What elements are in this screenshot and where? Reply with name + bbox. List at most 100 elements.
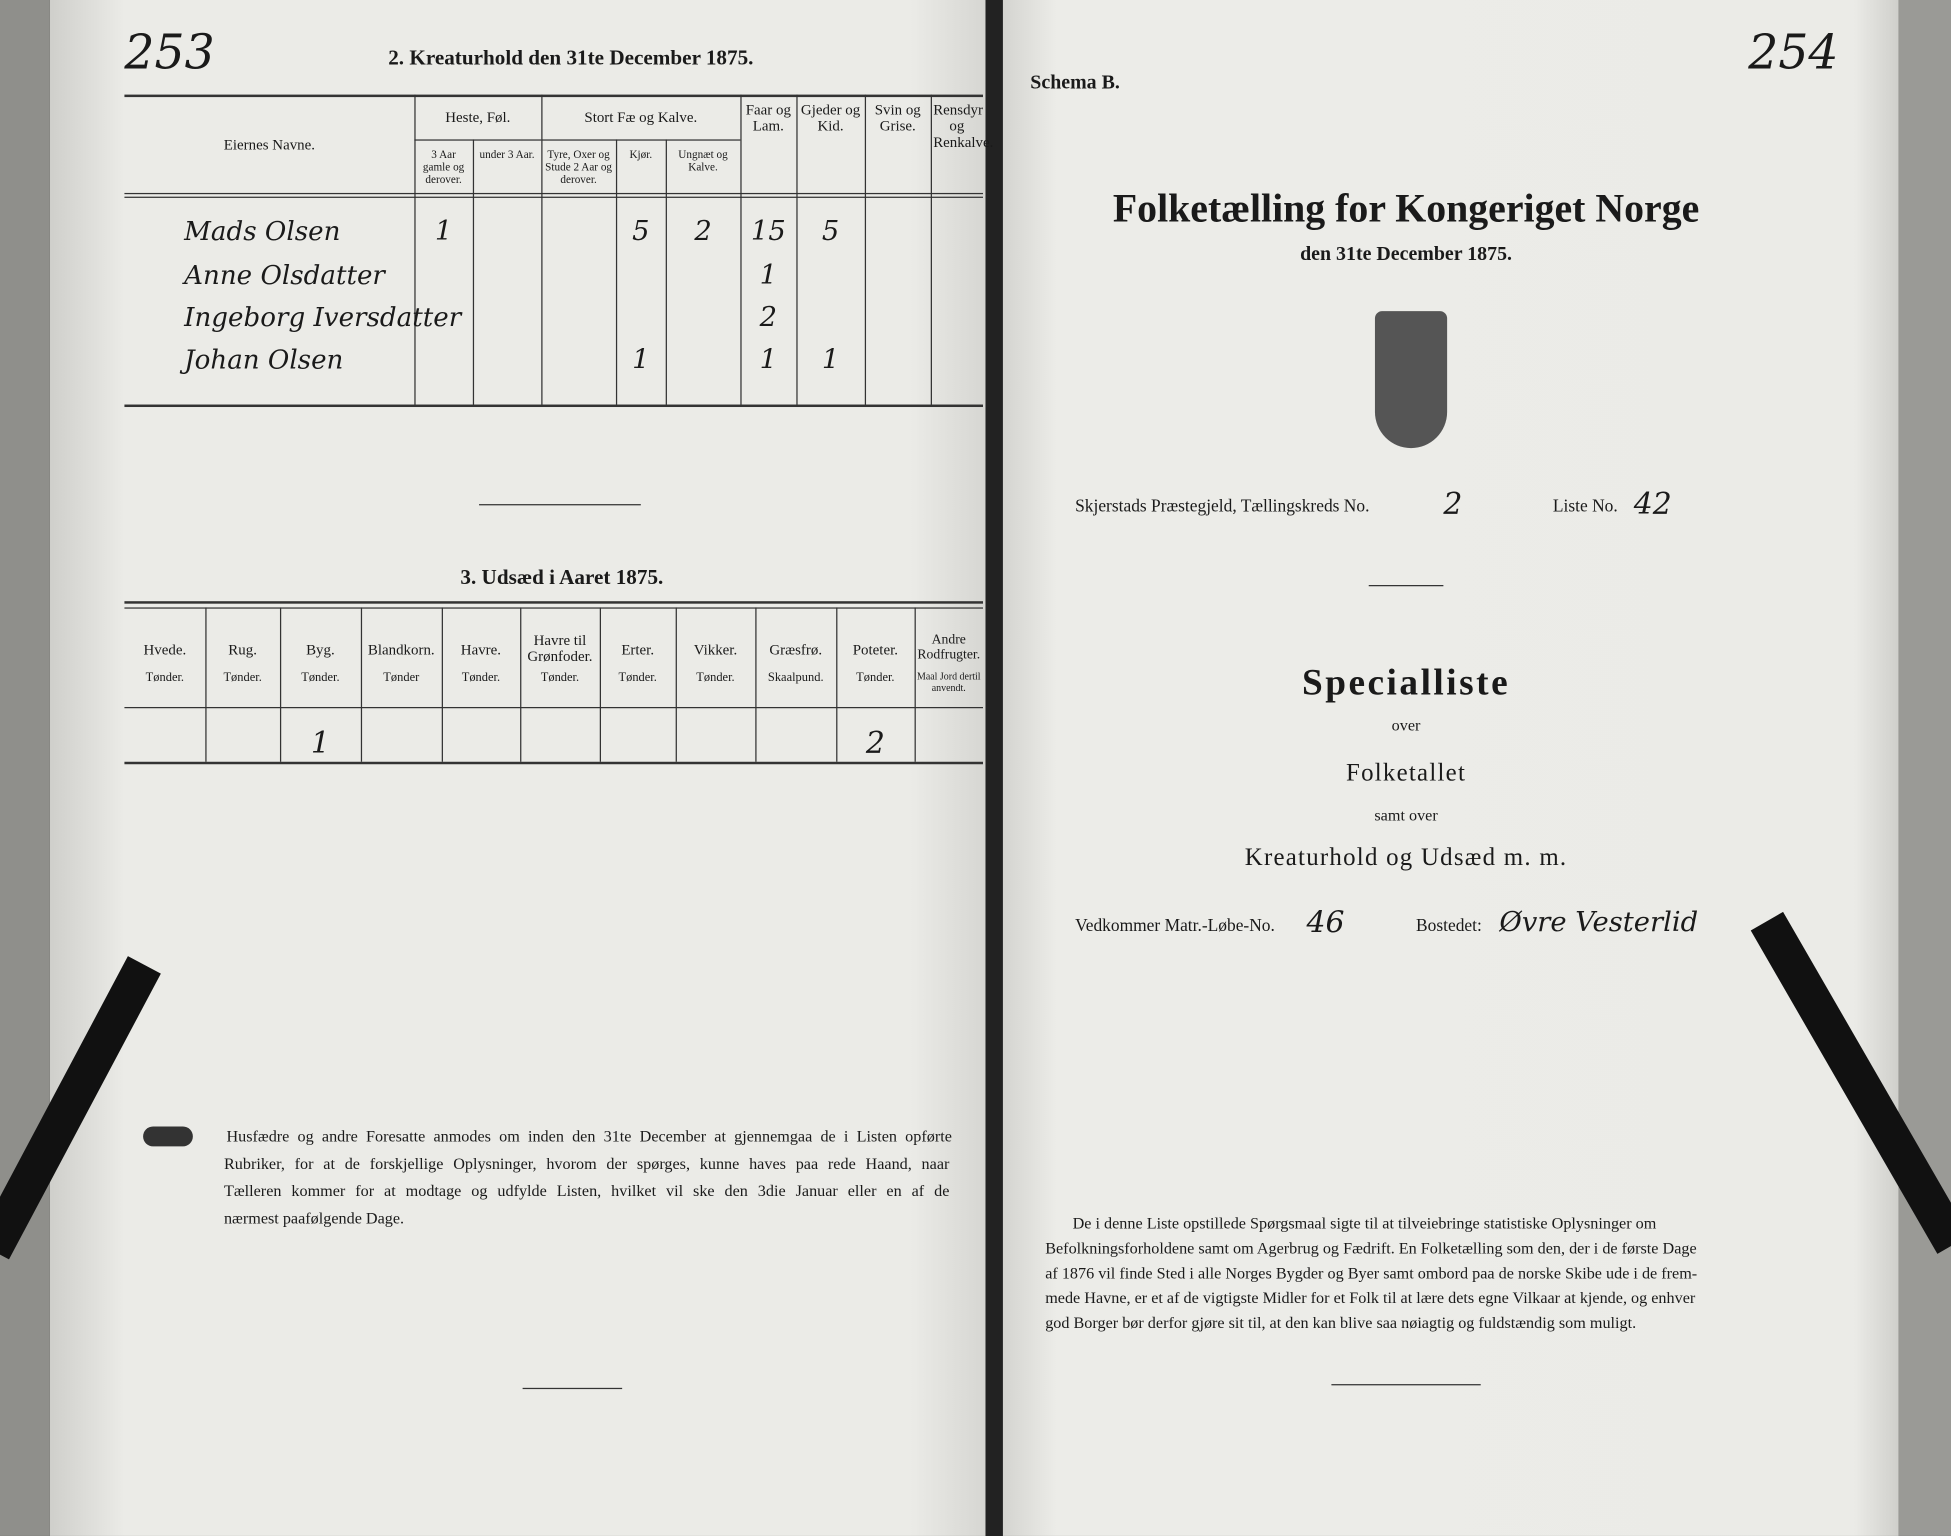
rule-line — [520, 607, 522, 762]
unit-label: Skaalpund. — [767, 670, 824, 685]
rule-line — [665, 139, 667, 405]
list-number: 42 — [1633, 486, 1672, 522]
paragraph-line: mede Havne, er et af de vigtigste Midler… — [1045, 1288, 1696, 1307]
column-header: Rensdyr og Renkalve. — [933, 100, 994, 152]
page-number: 254 — [1748, 24, 1839, 80]
column-header: Byg. — [306, 641, 335, 659]
rule-line — [599, 607, 601, 762]
page-edges — [1898, 0, 1951, 1536]
column-header: Eiernes Navne. — [223, 135, 316, 154]
unit-label: Tønder. — [540, 670, 580, 685]
owner-name: Ingeborg Iversdatter — [184, 302, 462, 333]
cell-value: 1 — [310, 725, 330, 761]
column-header: under 3 Aar. — [479, 148, 535, 161]
cell-value: 1 — [632, 344, 650, 376]
page-edges — [0, 0, 50, 1536]
parish-label: Skjerstads Præstegjeld, Tællingskreds No… — [1075, 497, 1370, 517]
notice-line: Husfædre og andre Foresatte anmodes om i… — [226, 1126, 952, 1146]
bosted-value: Øvre Vesterlid — [1499, 907, 1699, 939]
rule-line — [124, 192, 983, 195]
rule-line — [124, 404, 983, 408]
rule-line — [740, 94, 742, 405]
cell-value: 2 — [694, 216, 712, 248]
unit-label: Tønder — [383, 670, 420, 685]
column-header: Rug. — [228, 641, 257, 659]
bosted-label: Bostedet: — [1416, 917, 1482, 937]
group-header: Heste, Føl. — [445, 108, 511, 126]
notice-line: nærmest paafølgende Dage. — [223, 1208, 405, 1228]
rule-line — [930, 94, 932, 405]
column-header: Faar og Lam. — [745, 100, 791, 135]
rule-line — [541, 139, 741, 141]
column-header: Kjør. — [629, 148, 653, 161]
column-header: Havre. — [460, 641, 502, 659]
cell-value: 1 — [759, 260, 778, 292]
rule-line — [796, 94, 798, 405]
rule-line — [1331, 1384, 1481, 1386]
column-header: Gjeder og Kid. — [800, 100, 861, 135]
subtitle: Folketallet — [1345, 759, 1467, 787]
subtitle: Specialliste — [1301, 662, 1511, 704]
page-number: 253 — [124, 24, 215, 80]
rule-line — [124, 761, 983, 765]
rule-line — [472, 139, 475, 405]
matr-number: 46 — [1306, 904, 1345, 940]
section-title: 2. Kreaturhold den 31te December 1875. — [388, 46, 754, 70]
owner-name: Mads Olsen — [184, 216, 341, 247]
rule-line — [441, 607, 443, 762]
column-header: Græsfrø. — [769, 641, 823, 659]
rule-line — [124, 706, 983, 709]
left-page — [49, 0, 986, 1536]
paragraph-line: De i denne Liste opstillede Spørgsmaal s… — [1072, 1213, 1657, 1233]
district-number: 2 — [1443, 486, 1463, 522]
cell-value: 2 — [759, 302, 778, 334]
unit-label: Tønder. — [856, 670, 895, 685]
notice-line: Rubriker, for at de forskjellige Oplysni… — [223, 1153, 950, 1173]
cell-value: 5 — [821, 216, 840, 248]
section-title: 3. Udsæd i Aaret 1875. — [460, 565, 664, 589]
column-header: 3 Aar gamle og derover. — [422, 148, 465, 186]
rule-line — [522, 1387, 623, 1390]
rule-line — [479, 504, 641, 506]
paragraph-line: Befolkningsforholdene samt om Agerbrug o… — [1045, 1238, 1697, 1258]
rule-line — [124, 196, 983, 198]
rule-line — [205, 607, 207, 762]
column-header: Blandkorn. — [367, 641, 435, 659]
column-header: Hvede. — [143, 641, 187, 659]
list-label: Liste No. — [1552, 497, 1618, 517]
paragraph-line: af 1876 vil finde Sted i alle Norges Byg… — [1045, 1263, 1698, 1283]
cell-value: 5 — [632, 216, 650, 248]
unit-label: Tønder. — [145, 670, 185, 685]
rule-line — [414, 139, 542, 141]
rule-line — [414, 94, 416, 405]
subtitle-small: samt over — [1374, 805, 1438, 824]
unit-label: Tønder. — [223, 670, 262, 685]
document-date: den 31te December 1875. — [1300, 243, 1513, 266]
unit-label: Tønder. — [461, 670, 501, 685]
column-header: Poteter. — [852, 641, 898, 659]
cell-value: 1 — [434, 216, 453, 248]
schema-label: Schema B. — [1030, 72, 1120, 94]
rule-line — [836, 607, 838, 762]
cell-value: 1 — [759, 344, 778, 376]
owner-name: Anne Olsdatter — [184, 260, 385, 291]
document-title: Folketælling for Kongeriget Norge — [1112, 185, 1700, 231]
paragraph-line: god Borger bør derfor gjøre sit til, at … — [1045, 1313, 1637, 1332]
rule-line — [360, 607, 363, 762]
column-header: Erter. — [621, 641, 655, 659]
rule-line — [615, 139, 618, 405]
column-header: Tyre, Oxer og Stude 2 Aar og derover. — [545, 148, 613, 186]
subtitle: Kreaturhold og Udsæd m. m. — [1244, 843, 1568, 872]
column-header: Andre Rodfrugter. — [917, 632, 981, 663]
subtitle-small: over — [1391, 715, 1421, 735]
cell-value: 2 — [865, 725, 885, 761]
group-header: Stort Fæ og Kalve. — [584, 108, 698, 126]
unit-label: Tønder. — [618, 670, 657, 685]
unit-label: Tønder. — [301, 670, 340, 685]
column-header: Vikker. — [693, 641, 738, 659]
rule-line — [124, 607, 983, 609]
owner-name: Johan Olsen — [184, 344, 344, 375]
cell-value: 15 — [750, 216, 786, 248]
rule-line — [914, 607, 916, 762]
